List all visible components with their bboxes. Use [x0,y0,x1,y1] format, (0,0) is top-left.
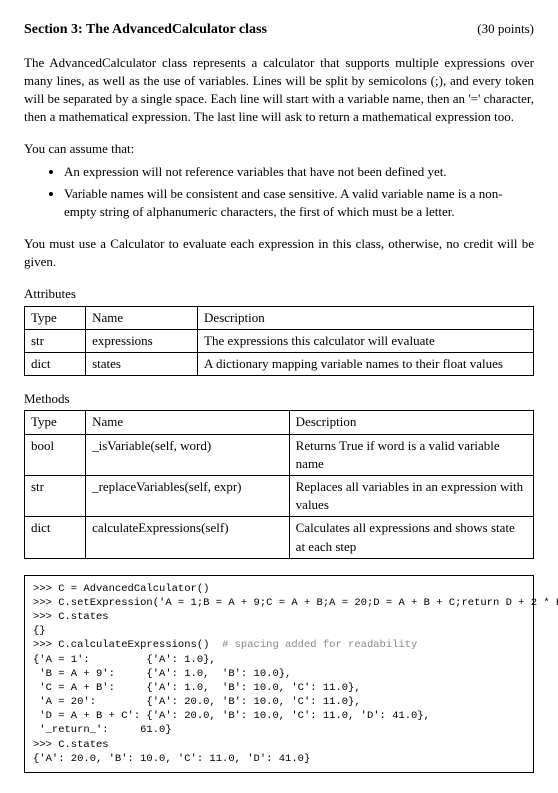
table-row: str expressions The expressions this cal… [25,329,534,352]
code-line: >>> C.setExpression('A = 1;B = A + 9;C =… [33,597,558,609]
cell: _isVariable(self, word) [86,434,290,475]
col-header: Type [25,411,86,434]
col-header: Description [289,411,533,434]
code-line: {'A': 20.0, 'B': 10.0, 'C': 11.0, 'D': 4… [33,753,310,765]
table-row: str _replaceVariables(self, expr) Replac… [25,475,534,516]
cell: Calculates all expressions and shows sta… [289,517,533,558]
code-line: 'A = 20': {'A': 20.0, 'B': 10.0, 'C': 11… [33,696,361,708]
code-line: >>> C.calculateExpressions() [33,639,222,651]
cell: states [86,353,198,376]
cell: dict [25,353,86,376]
col-header: Description [198,306,534,329]
cell: expressions [86,329,198,352]
methods-heading: Methods [24,390,534,408]
assume-lead: You can assume that: [24,140,534,158]
methods-table: Type Name Description bool _isVariable(s… [24,410,534,558]
table-header-row: Type Name Description [25,411,534,434]
code-line: >>> C.states [33,611,109,623]
cell: Replaces all variables in an expression … [289,475,533,516]
cell: str [25,329,86,352]
code-line: {'A = 1': {'A': 1.0}, [33,654,216,666]
assumptions-list: An expression will not reference variabl… [24,163,534,222]
code-line: '_return_': 61.0} [33,724,172,736]
section-header: Section 3: The AdvancedCalculator class … [24,20,534,40]
cell: bool [25,434,86,475]
attributes-heading: Attributes [24,285,534,303]
cell: calculateExpressions(self) [86,517,290,558]
code-line: 'B = A + 9': {'A': 1.0, 'B': 10.0}, [33,668,291,680]
cell: str [25,475,86,516]
code-line: 'C = A + B': {'A': 1.0, 'B': 10.0, 'C': … [33,682,361,694]
list-item: Variable names will be consistent and ca… [64,185,534,221]
code-line: >>> C.states [33,739,109,751]
cell: Returns True if word is a valid variable… [289,434,533,475]
section-points: (30 points) [477,20,534,38]
cell: A dictionary mapping variable names to t… [198,353,534,376]
code-comment: # spacing added for readability [222,639,417,651]
col-header: Name [86,306,198,329]
code-line: >>> C = AdvancedCalculator() [33,583,209,595]
cell: The expressions this calculator will eva… [198,329,534,352]
code-line: 'D = A + B + C': {'A': 20.0, 'B': 10.0, … [33,710,430,722]
attributes-table: Type Name Description str expressions Th… [24,306,534,377]
col-header: Name [86,411,290,434]
col-header: Type [25,306,86,329]
section-title: Section 3: The AdvancedCalculator class [24,20,267,40]
cell: _replaceVariables(self, expr) [86,475,290,516]
intro-paragraph: The AdvancedCalculator class represents … [24,54,534,127]
code-line: {} [33,625,46,637]
cell: dict [25,517,86,558]
list-item: An expression will not reference variabl… [64,163,534,181]
table-header-row: Type Name Description [25,306,534,329]
must-use-paragraph: You must use a Calculator to evaluate ea… [24,235,534,271]
code-example: >>> C = AdvancedCalculator() >>> C.setEx… [24,575,534,773]
table-row: bool _isVariable(self, word) Returns Tru… [25,434,534,475]
table-row: dict calculateExpressions(self) Calculat… [25,517,534,558]
table-row: dict states A dictionary mapping variabl… [25,353,534,376]
